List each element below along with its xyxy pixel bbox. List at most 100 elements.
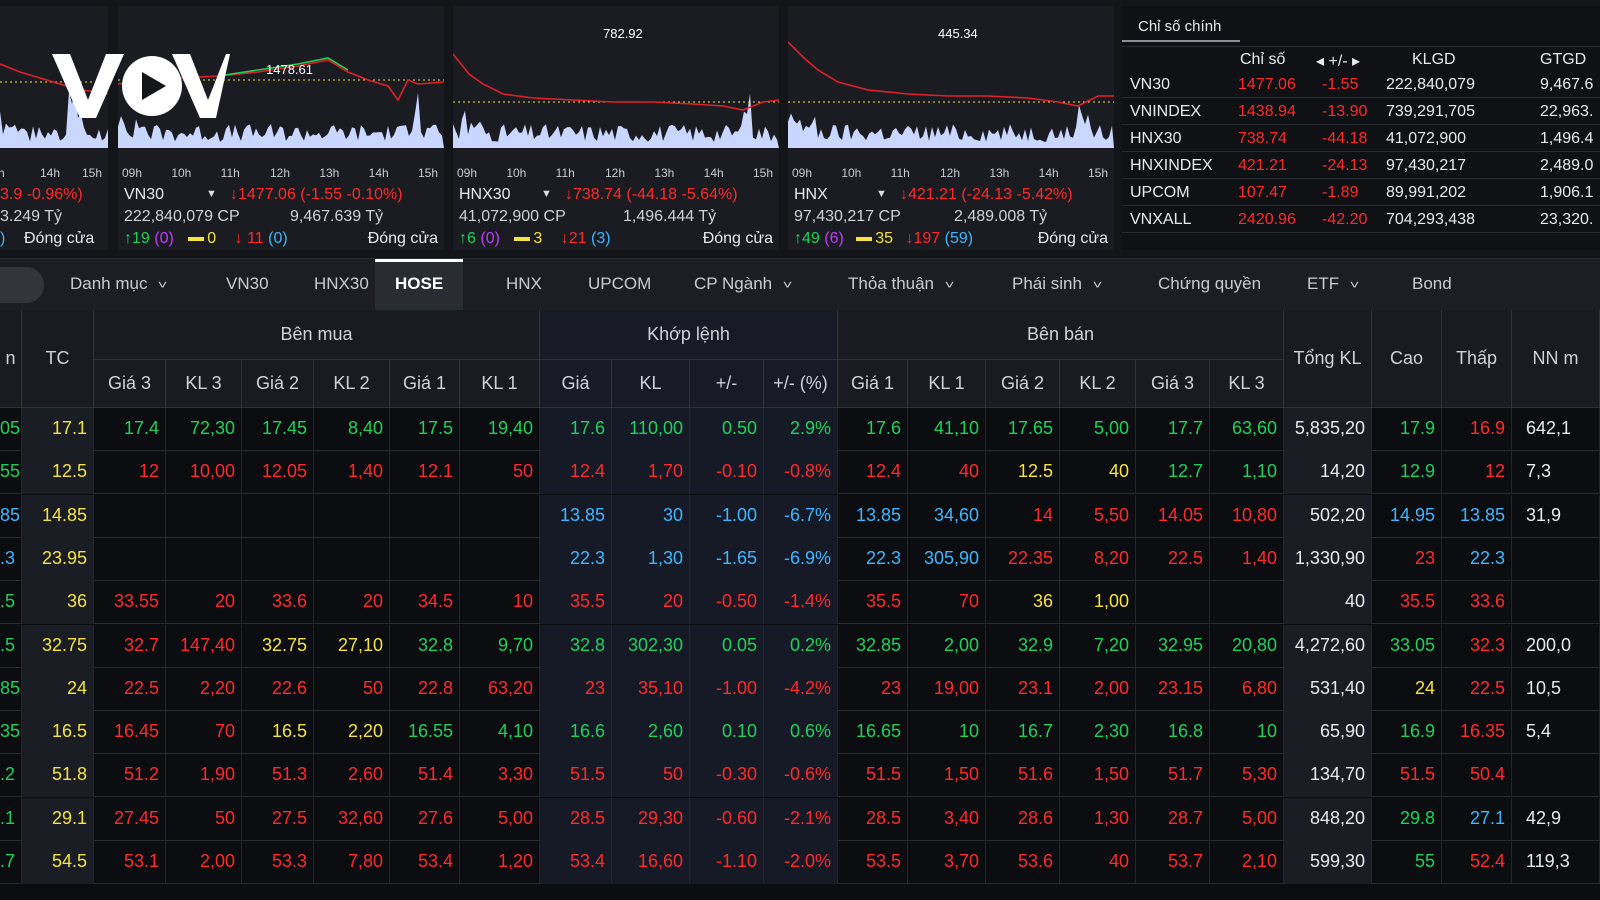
index-row[interactable]: VNXALL 2420.96 -42.20 704,293,438 23,320.	[1122, 207, 1600, 233]
chevron-down-icon[interactable]: ▼	[876, 188, 887, 200]
col-match-2: +/-	[690, 360, 764, 408]
table-cell: 32.95	[1136, 624, 1210, 668]
chevron-down-icon[interactable]: ▼	[206, 188, 217, 200]
table-cell: 16.9	[1442, 408, 1512, 451]
index-row[interactable]: VNINDEX 1438.94 -13.90 739,291,705 22,963.	[1122, 99, 1600, 125]
table-cell: 22.5	[1442, 667, 1512, 711]
table-cell	[1512, 581, 1600, 625]
table-cell: 4,10	[460, 711, 540, 755]
tab-hnx[interactable]: HNX	[506, 259, 542, 311]
index-value: 1477.06	[1238, 76, 1296, 93]
volume-area	[118, 92, 444, 148]
table-cell: 17.9	[1372, 408, 1442, 451]
table-row[interactable]: .7 54.5 53.1 2,00 53.3 7,80 53.4 1,20 53.4 16,60-…	[0, 841, 1600, 884]
table-cell: 50	[166, 797, 242, 841]
table-cell: 19,40	[460, 408, 540, 451]
index-panel-hnx[interactable]: 445.34 09h 10h 11h 12h 13h 14h 15h HNX ▼ ↓421.…	[788, 6, 1114, 250]
table-row[interactable]: 05 17.1 17.4 72,30 17.45 8,40 17.5 19,40 17.6 110…	[0, 408, 1600, 451]
table-cell: 2,60	[612, 711, 690, 755]
index-change: -24.13	[1322, 157, 1368, 174]
table-cell: 14.05	[1136, 494, 1210, 538]
table-cell: 119,3	[1512, 841, 1600, 884]
tab-thỏa-thuận[interactable]: Thỏa thuận ˅	[848, 259, 954, 311]
table-cell: 63,60	[1210, 408, 1284, 451]
index-row[interactable]: UPCOM 107.47 -1.89 89,991,202 1,906.1	[1122, 180, 1600, 206]
table-row[interactable]: .2 51.8 51.2 1,90 51.3 2,60 51.4 3,30 51.5 50 -0.3…	[0, 754, 1600, 798]
index-change: -1.89	[1322, 184, 1359, 201]
volume-area	[788, 105, 1114, 148]
table-cell: 2,60	[314, 754, 390, 798]
board-tab-bar: Danh mục ˅ VN30 HNX30 HOSE HNX UPCOM CP Ngành ˅ T…	[0, 258, 1600, 311]
table-cell: 22.3	[540, 537, 612, 581]
table-cell: 0.50	[690, 408, 764, 451]
table-cell: 200,0	[1512, 624, 1600, 668]
table-cell: 20,80	[1210, 624, 1284, 668]
index-name: VN30	[1130, 76, 1171, 93]
tab-vn30[interactable]: VN30	[226, 259, 269, 311]
index-value: 421.21	[1238, 157, 1287, 174]
table-row[interactable]: 85 24 22.5 2,20 22.6 50 22.8 63,20 23 35,10 -1.00-…	[0, 667, 1600, 711]
table-cell: 17.1	[22, 408, 94, 451]
table-cell: 32.8	[540, 624, 612, 668]
table-cell: 51.7	[1136, 754, 1210, 798]
col-sell-kl1: KL 1	[908, 360, 986, 408]
tab-danh-mục[interactable]: Danh mục ˅	[70, 259, 168, 311]
table-cell: 27.45	[94, 797, 166, 841]
table-row[interactable]: .1 29.1 27.45 50 27.5 32,60 27.6 5,00 28.5 29,30-…	[0, 797, 1600, 841]
time-tick: 15h	[1088, 166, 1109, 180]
table-cell: 12.1	[390, 451, 460, 495]
table-cell: 16,60	[612, 841, 690, 884]
tab-chứng-quyền[interactable]: Chứng quyền	[1158, 259, 1261, 311]
chevron-down-icon[interactable]: ▼	[541, 188, 552, 200]
table-cell: 22.3	[838, 537, 908, 581]
table-cell: 5,00	[460, 797, 540, 841]
table-cell: 23	[540, 667, 612, 711]
col-change-toggle[interactable]: ◂ +/- ▸	[1316, 53, 1361, 70]
table-row[interactable]: .5 32.75 32.7 147,40 32.75 27,10 32.8 9,70 32.8 3…	[0, 624, 1600, 668]
table-cell: .1	[0, 797, 22, 841]
table-cell: -0.50	[690, 581, 764, 625]
main-indices-tab[interactable]: Chỉ số chính	[1122, 10, 1240, 42]
table-row[interactable]: 55 12.5 12 10,00 12.05 1,40 12.1 50 12.4 1,70 -0.1…	[0, 451, 1600, 495]
col-total-volume: Tổng KL	[1284, 310, 1372, 408]
table-cell: 10,5	[1512, 667, 1600, 711]
index-volume: 222,840,079	[1386, 76, 1475, 93]
index-row[interactable]: VN30 1477.06 -1.55 222,840,079 9,467.6	[1122, 72, 1600, 98]
tab-phái-sinh[interactable]: Phái sinh ˅	[1012, 259, 1102, 311]
table-cell: 2,20	[314, 711, 390, 755]
tab-upcom[interactable]: UPCOM	[588, 259, 651, 311]
tab-hose[interactable]: HOSE	[375, 259, 463, 311]
time-tick: h	[0, 166, 5, 180]
index-panel-hnx30[interactable]: 782.92 09h 10h 11h 12h 13h 14h 15h HNX30 ▼ ↓73…	[453, 6, 779, 250]
floor-count: )	[0, 230, 6, 247]
index-panel-vn30[interactable]: 1478.61 09h 10h 11h 12h 13h 14h 15h VN30 ▼ ↓14…	[118, 6, 444, 250]
tab-etf[interactable]: ETF ˅	[1307, 259, 1360, 311]
tab-hnx30[interactable]: HNX30	[314, 259, 369, 311]
index-panel-vnindex[interactable]: h 14h 15h 3.9 -0.96%) 3.249 Tỷ ) Đóng cửa	[0, 6, 108, 250]
index-trade-value: 23,320.	[1540, 211, 1594, 228]
table-row[interactable]: 35 16.5 16.45 70 16.5 2,20 16.55 4,10 16.6 2,60 0.…	[0, 711, 1600, 755]
trade-volume: 222,840,079 CP	[124, 208, 240, 225]
index-row[interactable]: HNX30 738.74 -44.18 41,072,900 1,496.4	[1122, 126, 1600, 152]
tab-label: VN30	[226, 274, 269, 293]
table-row[interactable]: 85 14.85 13.85 30 -1.00 -6.7% 13.85 34,60 14 5,50…	[0, 494, 1600, 538]
table-cell: 51.4	[390, 754, 460, 798]
tab-cp-ngành[interactable]: CP Ngành ˅	[694, 259, 793, 311]
menu-toggle[interactable]	[0, 267, 44, 303]
table-cell: 1,40	[1210, 537, 1284, 581]
table-cell	[390, 537, 460, 581]
table-cell: 2,00	[166, 841, 242, 884]
time-tick: 12h	[605, 166, 626, 180]
col-buy-kl3: KL 3	[166, 360, 242, 408]
index-row[interactable]: HNXINDEX 421.21 -24.13 97,430,217 2,489.0	[1122, 153, 1600, 179]
table-row[interactable]: .3 23.95 22.3 1,30 -1.65 -6.9% 22.3 305,90 22.35…	[0, 537, 1600, 581]
tab-bond[interactable]: Bond	[1412, 259, 1452, 311]
table-cell	[314, 537, 390, 581]
table-cell: 28.7	[1136, 797, 1210, 841]
table-cell: 3,40	[908, 797, 986, 841]
table-cell: 17.65	[986, 408, 1060, 451]
table-cell: 14,20	[1284, 451, 1372, 495]
table-row[interactable]: .5 36 33.55 20 33.6 20 34.5 10 35.5 20 -0.50 -1.4% 3…	[0, 581, 1600, 625]
table-cell: 848,20	[1284, 797, 1372, 841]
col-buy-giá1: Giá 1	[390, 360, 460, 408]
